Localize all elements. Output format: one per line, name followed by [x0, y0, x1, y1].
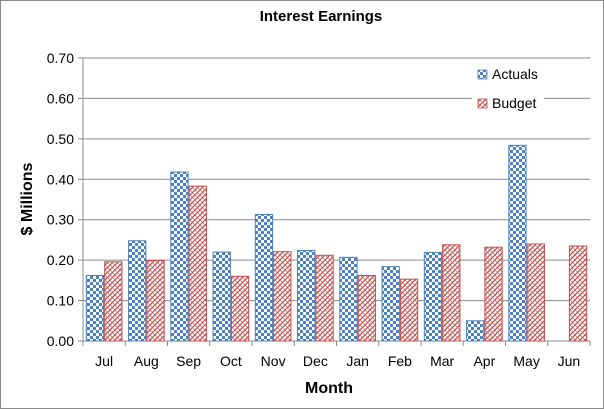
bar-budget-dec [315, 254, 334, 342]
x-tick-label: Oct [220, 353, 242, 369]
x-axis-ticks: Jul Aug Sep Oct Nov Dec Jan Feb Mar Apr May Jun [82, 341, 591, 369]
y-tick-label: 0.30 [47, 212, 74, 228]
x-tick-label: Jun [558, 353, 581, 369]
y-axis-ticks: 0.00 0.10 0.20 0.30 0.40 0.50 0.60 0.70 [47, 50, 83, 349]
legend-swatch-actuals [477, 69, 488, 80]
bar-actuals-jan [339, 256, 358, 342]
bar-actuals-nov [254, 213, 274, 342]
bar-budget-aug [146, 260, 165, 342]
bar-actuals-aug [128, 240, 147, 342]
bar-budget-sep [188, 185, 207, 342]
x-tick-label: Dec [303, 353, 328, 369]
bar-actuals-apr [466, 320, 485, 342]
bar-actuals-mar [423, 251, 443, 342]
chart-title: Interest Earnings [260, 8, 383, 25]
bar-actuals-oct [212, 251, 231, 342]
legend-label-actuals: Actuals [492, 66, 538, 82]
bar-actuals-sep [170, 171, 189, 342]
x-tick-label: Mar [430, 353, 454, 369]
y-tick-label: 0.10 [47, 293, 74, 309]
bar-budget-feb [399, 278, 419, 342]
y-tick-label: 0.60 [47, 90, 74, 106]
x-tick-label: Apr [473, 353, 495, 369]
bar-budget-nov [273, 251, 292, 342]
bars [85, 144, 588, 342]
bar-budget-apr [484, 246, 503, 342]
bar-budget-jan [357, 275, 376, 342]
y-tick-label: 0.50 [47, 131, 74, 147]
bar-budget-may [526, 243, 545, 342]
y-tick-label: 0.40 [47, 171, 74, 187]
x-tick-label: Nov [261, 353, 286, 369]
bar-budget-jun [568, 245, 588, 342]
y-tick-label: 0.20 [47, 252, 74, 268]
legend-label-budget: Budget [492, 95, 536, 111]
bar-budget-oct [230, 275, 250, 342]
y-axis-title: $ Millions [19, 162, 36, 235]
x-tick-label: May [513, 353, 539, 369]
x-tick-label: Sep [176, 353, 201, 369]
y-tick-label: 0.00 [47, 333, 74, 349]
bar-budget-jul [104, 261, 123, 342]
x-tick-label: Jan [346, 353, 369, 369]
bar-budget-mar [442, 244, 461, 342]
x-tick-label: Feb [388, 353, 412, 369]
y-tick-label: 0.70 [47, 50, 74, 66]
x-tick-label: Jul [95, 353, 113, 369]
bar-actuals-may [508, 144, 527, 342]
x-axis-title: Month [305, 380, 353, 397]
legend-swatch-budget [477, 98, 488, 109]
legend: Actuals Budget [472, 62, 544, 116]
bar-actuals-jul [85, 275, 105, 342]
bar-actuals-dec [297, 249, 316, 342]
x-tick-label: Aug [134, 353, 159, 369]
bar-actuals-feb [381, 266, 400, 342]
